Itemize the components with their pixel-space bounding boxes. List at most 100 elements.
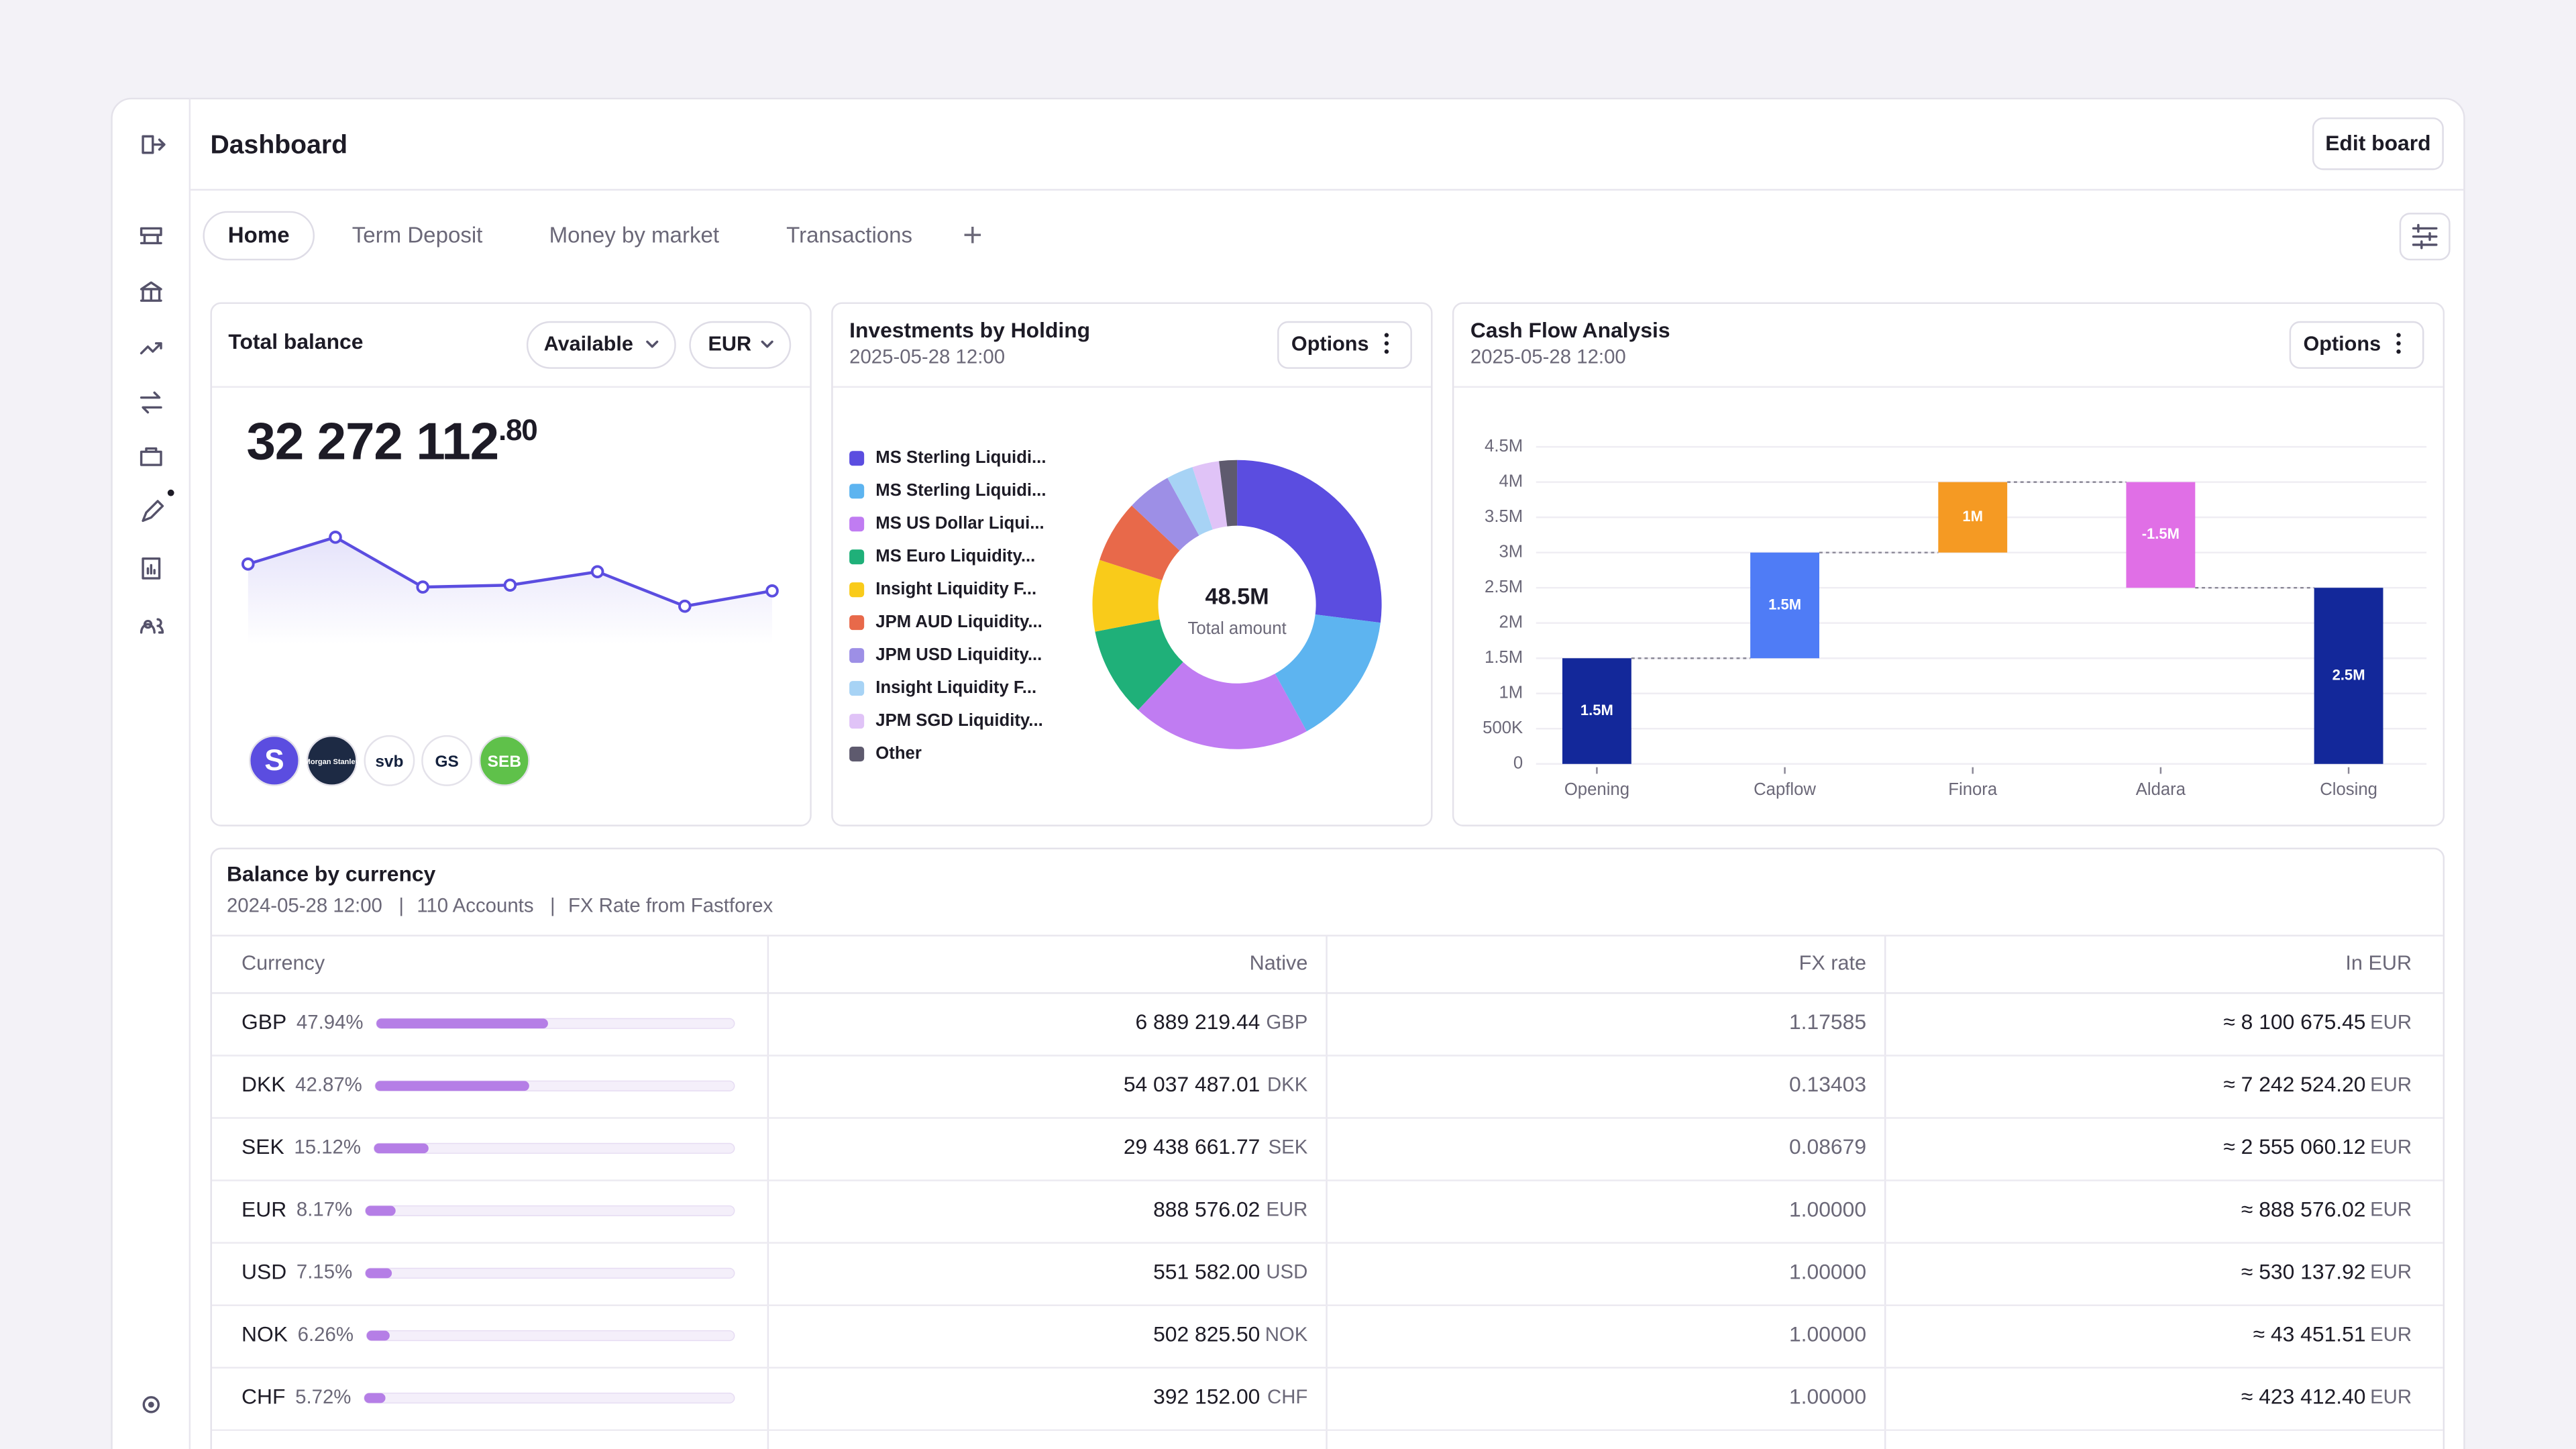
fx-rate: 1.00000	[1789, 1322, 1866, 1346]
bank-logos: S Morgan Stanley svb GS SEB	[249, 735, 530, 786]
bank-icon[interactable]	[140, 281, 162, 302]
native-amount: 888 576.02	[1153, 1197, 1260, 1221]
bank-logo-label: S	[264, 744, 284, 777]
add-tab-button[interactable]	[964, 226, 981, 244]
share-label: 47.94%	[297, 1011, 364, 1033]
share-label: 42.87%	[295, 1074, 362, 1096]
share-bar	[366, 1330, 390, 1341]
bank-logo-label: SEB	[488, 753, 521, 771]
filter-icon	[2412, 223, 2438, 250]
y-tick-label: 4M	[1499, 472, 1523, 490]
y-tick-label: 3.5M	[1485, 507, 1523, 526]
share-track	[366, 1330, 735, 1342]
settings-icon-center	[148, 1401, 154, 1408]
eur-currency: EUR	[2370, 1074, 2412, 1096]
legend-label: MS Sterling Liquidi...	[875, 448, 1046, 467]
filter-dropdown[interactable]	[526, 321, 676, 369]
bar-label: 1M	[1962, 508, 1983, 525]
legend-swatch	[849, 582, 865, 598]
options-label: Options	[1291, 332, 1369, 355]
logout-icon[interactable]	[142, 135, 166, 154]
native-amount: 29 438 661.77	[1124, 1134, 1260, 1159]
bank-logo-label: Morgan Stanley	[305, 758, 360, 766]
bar-label: 1.5M	[1580, 702, 1613, 718]
x-tick-label: Capflow	[1754, 780, 1816, 799]
sparkline-point	[241, 557, 255, 571]
currency-code: GBP	[241, 1010, 286, 1034]
donut-slice	[1167, 467, 1213, 536]
options-button[interactable]	[1277, 321, 1412, 369]
donut-slice	[1275, 614, 1381, 732]
donut-slice	[1237, 460, 1382, 623]
bank-logo-label: svb	[375, 753, 403, 771]
share-label: 5.72%	[295, 1386, 351, 1408]
bank-logo	[421, 735, 473, 786]
currency-dropdown[interactable]	[689, 321, 792, 369]
legend-label: Insight Liquidity F...	[875, 678, 1036, 697]
filter-label: EUR	[708, 332, 752, 355]
currency-code: USD	[241, 1259, 286, 1283]
store-icon[interactable]	[140, 227, 162, 245]
briefcase-icon[interactable]	[140, 447, 162, 466]
currency-code: NOK	[241, 1322, 288, 1346]
card-timestamp: 2025-05-28 12:00	[1470, 346, 1626, 368]
donut-slice	[1092, 559, 1163, 632]
active-tab[interactable]	[203, 211, 315, 261]
share-bar	[365, 1268, 392, 1279]
donut-center-value: 48.5M	[1205, 584, 1269, 609]
legend-swatch	[849, 549, 865, 565]
x-tick-label: Aldara	[2136, 780, 2186, 799]
tab-label[interactable]: Transactions	[786, 223, 912, 248]
legend-label: JPM AUD Liquidity...	[875, 612, 1042, 631]
eur-currency: EUR	[2370, 1136, 2412, 1159]
users-icon[interactable]	[140, 618, 164, 634]
eur-currency: EUR	[2370, 1011, 2412, 1033]
sparkline-point	[416, 580, 430, 594]
bank-logo	[249, 735, 300, 786]
legend-swatch	[849, 615, 865, 631]
trend-icon[interactable]	[140, 342, 162, 355]
filter-label: Available	[544, 332, 633, 355]
legend-label: JPM SGD Liquidity...	[875, 711, 1042, 730]
donut-chart: MS Sterling Liquidi... MS Sterling Liquid…	[849, 448, 1382, 763]
donut-slice	[1095, 619, 1183, 710]
settings-icon[interactable]	[142, 1396, 160, 1413]
currency-code: CHF	[241, 1384, 285, 1408]
share-track	[365, 1205, 735, 1216]
options-button[interactable]	[2289, 321, 2424, 369]
tab-label[interactable]: Home	[228, 223, 290, 248]
native-currency: GBP	[1266, 1011, 1307, 1033]
fx-rate: 0.13403	[1789, 1072, 1866, 1096]
donut-slice	[1131, 478, 1199, 551]
x-tick-label: Finora	[1948, 780, 1998, 799]
eur-currency: EUR	[2370, 1199, 2412, 1221]
balance-decimals: .80	[498, 414, 537, 447]
waterfall-chart: 0 500K 1M 1.5M 2M 2.5M 3M 3.5M 4M 4.5M 1.5M Opening…	[1483, 437, 2427, 799]
sparkline-point	[329, 531, 342, 544]
column-header: Native	[1250, 952, 1308, 975]
legend-label: Other	[875, 744, 922, 763]
chevron	[761, 340, 773, 348]
y-tick-label: 0	[1513, 754, 1523, 773]
column-header: Currency	[241, 952, 325, 975]
native-currency: CHF	[1267, 1386, 1307, 1408]
legend-label: MS Sterling Liquidi...	[875, 481, 1046, 500]
legend-swatch	[849, 484, 865, 499]
transfer-icon[interactable]	[140, 391, 162, 414]
y-tick-label: 4.5M	[1485, 437, 1523, 455]
meta-separator: |	[550, 895, 555, 917]
bar-label: 2.5M	[2332, 666, 2365, 683]
edit-icon[interactable]	[142, 500, 164, 523]
waterfall-bar	[2314, 588, 2383, 764]
table-title: Balance by currency	[227, 862, 436, 886]
tab-label[interactable]: Term Deposit	[352, 223, 483, 248]
share-label: 7.15%	[297, 1261, 352, 1283]
sidebar	[140, 135, 174, 1413]
report-icon[interactable]	[142, 557, 161, 580]
share-label: 6.26%	[298, 1324, 354, 1346]
sparkline-point	[503, 578, 517, 592]
edit-board-button[interactable]	[2312, 117, 2444, 170]
tab-label[interactable]: Money by market	[549, 223, 719, 248]
